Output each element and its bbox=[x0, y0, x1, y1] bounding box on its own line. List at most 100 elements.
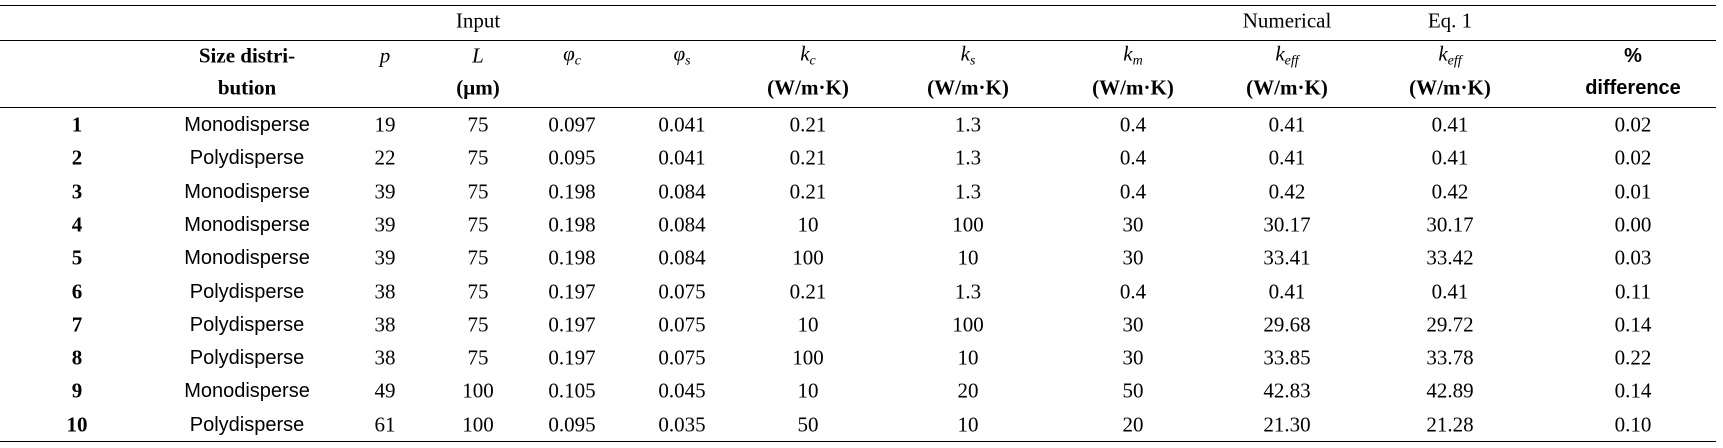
row-id: 3 bbox=[71, 179, 83, 204]
table-cell: 10 bbox=[957, 412, 979, 437]
row-id: 7 bbox=[71, 312, 83, 337]
table-cell: 21.30 bbox=[1263, 412, 1311, 437]
table-cell: 0.198 bbox=[548, 245, 596, 270]
column-header: bution bbox=[217, 75, 277, 100]
table-cell: 100 bbox=[792, 345, 824, 370]
row-id: 6 bbox=[71, 279, 83, 303]
table-cell: 0.105 bbox=[548, 378, 596, 403]
row-id: 1 bbox=[71, 112, 83, 137]
table-cell: 33.41 bbox=[1263, 245, 1311, 270]
column-unit: (μm) bbox=[456, 75, 500, 100]
column-unit: (W/m·K) bbox=[927, 75, 1009, 100]
column-unit: (W/m·K) bbox=[1409, 75, 1491, 100]
row-id: 2 bbox=[71, 145, 83, 170]
header-symbol: k bbox=[1123, 41, 1133, 66]
table-cell: 0.02 bbox=[1614, 112, 1652, 137]
table-cell: 75 bbox=[467, 145, 489, 170]
table-cell: 38 bbox=[374, 279, 396, 303]
table-cell: 0.03 bbox=[1614, 245, 1652, 270]
table-cell: 0.084 bbox=[658, 245, 706, 270]
column-unit: (W/m·K) bbox=[1092, 75, 1174, 100]
table-cell: 0.41 bbox=[1431, 279, 1469, 303]
header-subscript: eff bbox=[1284, 53, 1299, 69]
header-symbol: φ bbox=[673, 41, 686, 66]
table-cell: 49 bbox=[374, 378, 396, 403]
group-header: Eq. 1 bbox=[1427, 8, 1473, 33]
table-cell: 0.084 bbox=[658, 212, 706, 237]
table-cell: 0.097 bbox=[548, 112, 596, 137]
table-cell: 0.11 bbox=[1615, 279, 1651, 303]
table-cell: 42.83 bbox=[1263, 378, 1311, 403]
table-cell: Polydisperse bbox=[189, 280, 305, 303]
column-header: φs bbox=[673, 41, 691, 69]
table-cell: Monodisperse bbox=[184, 114, 310, 136]
table-cell: 29.72 bbox=[1426, 312, 1474, 337]
table-cell: 10 bbox=[957, 245, 979, 270]
table-cell: Monodisperse bbox=[184, 247, 310, 270]
header-subscript: c bbox=[574, 53, 581, 69]
table-cell: 100 bbox=[952, 212, 984, 237]
table-cell: 100 bbox=[952, 312, 984, 337]
header-subscript: m bbox=[1132, 53, 1143, 69]
table-cell: 0.075 bbox=[658, 345, 706, 370]
column-header: keff bbox=[1275, 41, 1299, 69]
table-cell: 0.41 bbox=[1431, 145, 1469, 170]
table-cell: 0.14 bbox=[1614, 378, 1652, 403]
table-cell: 30 bbox=[1122, 312, 1144, 337]
table-cell: 1.3 bbox=[954, 145, 982, 170]
header-symbol: k bbox=[1275, 41, 1285, 66]
table-cell: Polydisperse bbox=[189, 347, 305, 370]
table-cell: 75 bbox=[467, 279, 489, 303]
column-header: % bbox=[1624, 45, 1642, 67]
column-header: difference bbox=[1585, 77, 1681, 99]
column-header: km bbox=[1123, 41, 1143, 69]
table-cell: 21.28 bbox=[1426, 412, 1474, 437]
table-cell: 50 bbox=[797, 412, 819, 437]
table-cell: 0.01 bbox=[1614, 179, 1652, 204]
table-cell: 100 bbox=[462, 412, 494, 437]
column-header: p bbox=[379, 43, 391, 68]
table-cell: 0.198 bbox=[548, 179, 596, 204]
header-subscript: s bbox=[969, 53, 976, 69]
table-cell: 75 bbox=[467, 312, 489, 337]
row-id: 10 bbox=[66, 412, 88, 437]
table-cell: 30.17 bbox=[1426, 212, 1474, 237]
table-cell: 0.21 bbox=[789, 179, 827, 204]
header-subscript: eff bbox=[1447, 53, 1462, 69]
table-cell: 20 bbox=[1122, 412, 1144, 437]
table-cell: 10 bbox=[797, 312, 819, 337]
table-cell: Polydisperse bbox=[189, 413, 305, 436]
table-cell: 0.10 bbox=[1614, 412, 1652, 437]
header-subscript: s bbox=[685, 53, 691, 69]
table-cell: 0.4 bbox=[1119, 279, 1147, 303]
table-cell: 10 bbox=[797, 212, 819, 237]
table-cell: 100 bbox=[462, 378, 494, 403]
table-cell: 0.198 bbox=[548, 212, 596, 237]
table-cell: 1.3 bbox=[954, 112, 982, 137]
header-symbol: k bbox=[800, 41, 810, 66]
table-cell: 39 bbox=[374, 245, 396, 270]
group-rule bbox=[0, 40, 1716, 41]
table-cell: 0.095 bbox=[548, 412, 596, 437]
table-cell: 33.78 bbox=[1426, 345, 1474, 370]
table-cell: 0.095 bbox=[548, 145, 596, 170]
table-cell: 42.89 bbox=[1426, 378, 1474, 403]
row-id: 4 bbox=[71, 212, 83, 237]
table-cell: 0.41 bbox=[1268, 112, 1306, 137]
column-header: kc bbox=[800, 41, 816, 69]
header-rule bbox=[0, 107, 1716, 108]
table-cell: 75 bbox=[467, 212, 489, 237]
table-cell: 30.17 bbox=[1263, 212, 1311, 237]
group-header: Input bbox=[455, 8, 501, 33]
table-cell: 33.42 bbox=[1426, 245, 1474, 270]
header-symbol: p bbox=[379, 43, 391, 68]
column-header: φc bbox=[563, 43, 581, 69]
column-unit: (W/m·K) bbox=[1246, 75, 1328, 100]
table-cell: Polydisperse bbox=[189, 313, 305, 336]
table-cell: 33.85 bbox=[1263, 345, 1311, 370]
table-cell: 0.041 bbox=[658, 145, 706, 170]
column-unit: (W/m·K) bbox=[767, 75, 849, 100]
table-cell: 100 bbox=[792, 245, 824, 270]
table-cell: 10 bbox=[957, 345, 979, 370]
column-header: Size distri- bbox=[198, 43, 296, 68]
